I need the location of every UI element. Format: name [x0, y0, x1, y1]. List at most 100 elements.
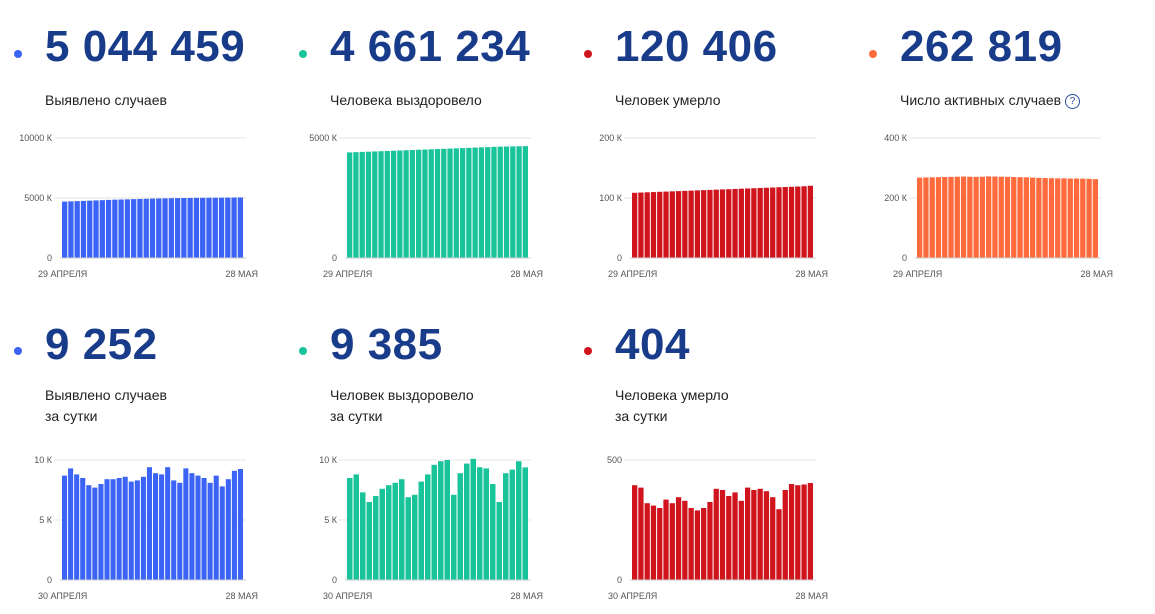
- bar: [87, 200, 93, 258]
- bar: [68, 201, 74, 258]
- bar: [92, 487, 98, 580]
- bar: [1036, 177, 1042, 258]
- y-tick-label: 0: [47, 575, 52, 585]
- bar: [219, 486, 225, 580]
- bar-chart: 10 К 5 К 0 30 АПРЕЛЯ 28 МАЯ: [34, 455, 258, 601]
- bar: [663, 499, 669, 580]
- bar: [68, 468, 74, 580]
- bar: [425, 474, 431, 580]
- y-tick-label: 0: [902, 253, 907, 263]
- bar: [347, 152, 353, 258]
- bar: [118, 199, 124, 258]
- bar: [360, 492, 366, 580]
- bar: [112, 199, 118, 258]
- bar: [992, 176, 998, 258]
- bar: [669, 191, 675, 258]
- bar: [99, 200, 105, 258]
- bar: [485, 147, 491, 258]
- bar: [795, 485, 801, 580]
- bar: [1055, 178, 1061, 258]
- stat-value: 9 385: [330, 320, 443, 369]
- bar: [422, 149, 428, 258]
- bar: [960, 176, 967, 258]
- bar: [156, 198, 162, 258]
- stat-label: Выявлено случаев за сутки: [45, 387, 167, 424]
- bar: [763, 491, 770, 580]
- stat-label: Число активных случаев?: [900, 90, 1081, 111]
- bar: [378, 151, 384, 258]
- bar: [483, 468, 489, 580]
- bar: [353, 152, 359, 258]
- bar: [165, 467, 171, 580]
- y-tick-label: 400 К: [884, 133, 908, 143]
- bar: [503, 146, 510, 258]
- bar: [917, 177, 923, 258]
- y-tick-label: 0: [617, 253, 622, 263]
- bar: [174, 198, 181, 258]
- bar: [441, 148, 447, 258]
- bar: [409, 150, 416, 258]
- stat-value: 9 252: [45, 320, 158, 369]
- bar: [124, 199, 131, 258]
- series-dot: [584, 50, 592, 58]
- bar: [713, 189, 719, 258]
- y-tick-label: 5 К: [39, 515, 53, 525]
- bar: [688, 190, 694, 258]
- x-tick-label-start: 30 АПРЕЛЯ: [38, 591, 87, 601]
- bar: [74, 474, 80, 580]
- bar: [464, 463, 470, 580]
- stat-panel-total-cases: 5 044 459 Выявлено случаев 10000 К 5000 К…: [0, 0, 270, 290]
- bar: [675, 497, 682, 580]
- bar: [732, 492, 738, 580]
- bar: [171, 480, 177, 580]
- bar: [948, 176, 954, 258]
- y-tick-label: 0: [47, 253, 52, 263]
- bar: [644, 192, 650, 258]
- bar: [801, 186, 807, 258]
- bar: [403, 150, 409, 258]
- bar: [694, 190, 701, 258]
- bar: [193, 197, 200, 258]
- bar: [751, 188, 757, 258]
- bar: [726, 189, 732, 258]
- bar: [105, 199, 112, 258]
- bar: [134, 480, 140, 580]
- y-tick-label: 5 К: [324, 515, 338, 525]
- stat-panel-recovered: 4 661 234 Человека выздоровело 5000 К 0 29…: [285, 0, 555, 290]
- bar: [757, 187, 763, 258]
- bar: [104, 479, 110, 580]
- bar: [438, 461, 444, 580]
- x-tick-label-end: 28 МАЯ: [795, 269, 828, 279]
- bar: [638, 192, 644, 258]
- bar: [713, 488, 719, 580]
- bar: [1029, 177, 1036, 258]
- stat-label: Человек умерло: [615, 92, 721, 108]
- bar: [390, 150, 397, 258]
- bar: [472, 147, 478, 258]
- bar: [738, 188, 744, 258]
- x-tick-label-end: 28 МАЯ: [510, 269, 543, 279]
- bar: [788, 484, 795, 580]
- bar: [110, 479, 116, 580]
- bar-chart: 400 К 200 К 0 29 АПРЕЛЯ 28 МАЯ: [884, 133, 1113, 279]
- bar: [373, 496, 379, 580]
- help-icon[interactable]: ?: [1065, 94, 1081, 109]
- bar: [998, 176, 1004, 258]
- bar: [177, 482, 183, 580]
- x-tick-label-end: 28 МАЯ: [1080, 269, 1113, 279]
- bar: [929, 177, 935, 258]
- stat-label: Выявлено случаев: [45, 92, 167, 108]
- bar: [149, 198, 156, 258]
- bar: [206, 197, 212, 258]
- bar: [707, 189, 713, 258]
- stat-value: 4 661 234: [330, 22, 531, 71]
- bar: [644, 503, 650, 580]
- bar: [195, 475, 201, 580]
- bar-chart: 200 К 100 К 0 29 АПРЕЛЯ 28 МАЯ: [599, 133, 828, 279]
- bar: [1011, 177, 1017, 258]
- bar: [1042, 178, 1048, 258]
- bar: [434, 149, 441, 258]
- bar: [1061, 178, 1067, 258]
- bar: [770, 497, 776, 580]
- bar: [510, 146, 516, 258]
